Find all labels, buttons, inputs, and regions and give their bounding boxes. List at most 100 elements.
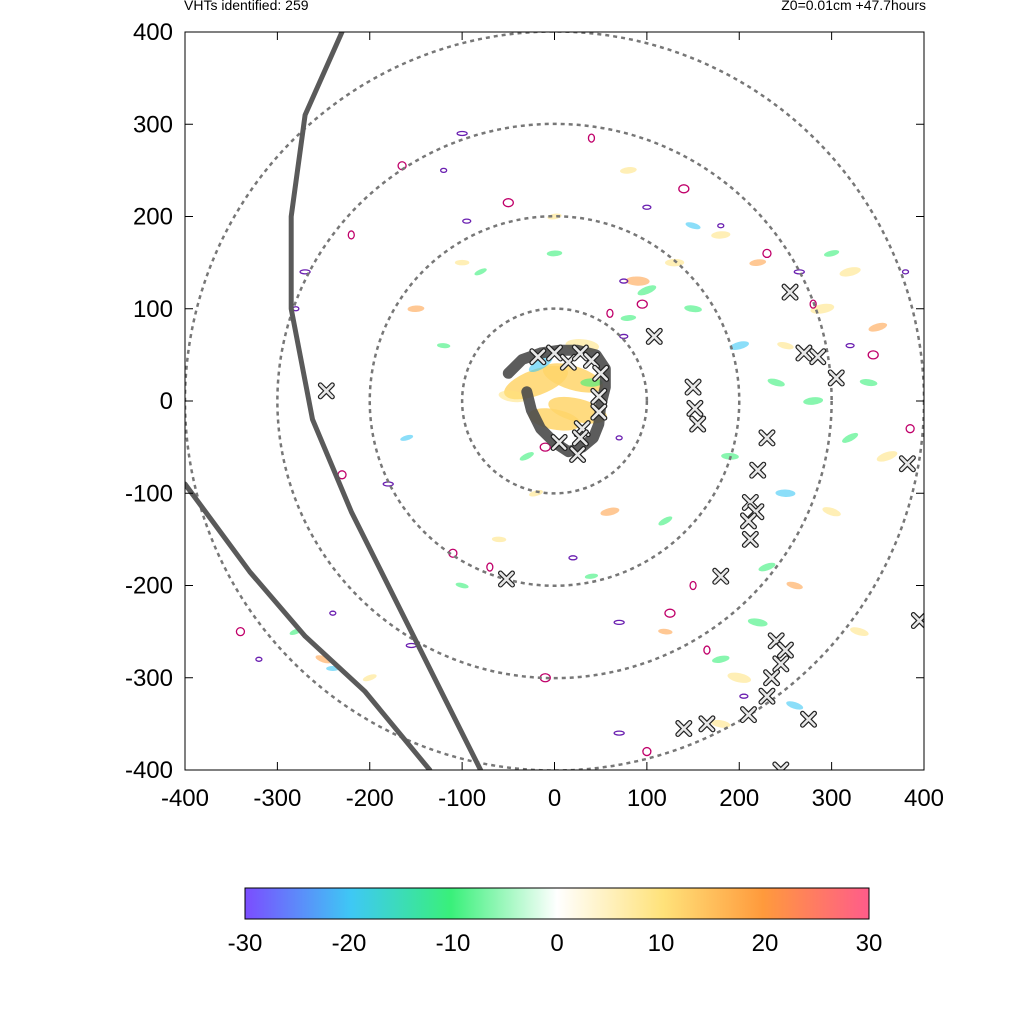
positive-patch <box>315 655 332 664</box>
vorticity-contour <box>793 269 805 275</box>
negative-patch <box>400 434 414 441</box>
vorticity-contour <box>462 218 472 224</box>
x-tick-label: 0 <box>548 785 561 812</box>
vorticity-contour <box>486 562 494 572</box>
x-axis: -400 -300 -200 -100 0 100 200 300 400 <box>161 32 944 812</box>
vorticity-field <box>289 167 898 728</box>
vorticity-contour <box>739 693 749 699</box>
colorbar-tick-label: 20 <box>752 930 779 957</box>
vorticity-contour <box>642 746 652 757</box>
negative-patch <box>474 268 487 276</box>
vorticity-contour <box>613 730 625 736</box>
positive-patch <box>620 167 637 174</box>
y-tick-label: 200 <box>133 204 173 231</box>
negative-patch <box>729 341 749 351</box>
vorticity-contour <box>615 435 623 441</box>
vht-marker <box>592 364 610 382</box>
x-tick-label: -300 <box>253 785 301 812</box>
vht-marker <box>910 612 924 630</box>
range-ring <box>276 122 833 680</box>
vht-marker <box>795 344 813 362</box>
vorticity-contour <box>606 308 614 319</box>
vorticity-contour <box>636 299 648 309</box>
colorbar-tick-label: -10 <box>436 930 471 957</box>
positive-patch <box>727 672 752 683</box>
negative-patch <box>455 582 469 589</box>
y-tick-label: -100 <box>125 480 173 507</box>
positive-patch <box>876 451 898 462</box>
vht-marker <box>529 348 547 366</box>
negative-patch <box>786 701 804 710</box>
x-tick-label: 100 <box>627 785 667 812</box>
vht-marker <box>776 641 794 659</box>
y-tick-label: 300 <box>133 111 173 138</box>
negative-patch <box>803 397 824 405</box>
vorticity-contour <box>867 350 879 360</box>
vht-marker <box>582 351 600 369</box>
vht-marker <box>712 567 730 585</box>
range-rings <box>185 32 924 770</box>
vht-marker <box>571 344 589 362</box>
vorticity-contour <box>613 619 625 626</box>
positive-patch <box>454 259 470 266</box>
negative-patch <box>747 618 768 627</box>
vorticity-contour <box>717 223 725 229</box>
x-tick-label: 200 <box>719 785 759 812</box>
vht-marker <box>758 429 776 447</box>
y-tick-label: 100 <box>133 296 173 323</box>
colorbar-tick-label: 10 <box>648 930 675 957</box>
vht-markers <box>317 283 924 770</box>
vorticity-contour <box>255 656 263 662</box>
y-axis: 400 300 200 100 0 -100 -200 -300 -400 <box>125 19 924 784</box>
vorticity-contours <box>235 130 915 757</box>
vht-marker <box>571 429 589 447</box>
y-tick-label: 400 <box>133 19 173 46</box>
y-tick-label: -400 <box>125 757 173 784</box>
positive-patch <box>777 341 794 350</box>
colorbar-tick-label: 30 <box>856 930 883 957</box>
positive-patch <box>822 507 841 517</box>
colorbar-tick-label: -30 <box>228 930 263 957</box>
vorticity-contour <box>905 424 915 434</box>
negative-patch <box>546 250 563 257</box>
storm-track <box>288 32 484 770</box>
vorticity-contour <box>299 269 311 275</box>
vorticity-contour <box>439 167 448 174</box>
positive-patch <box>850 627 869 637</box>
negative-patch <box>658 516 673 526</box>
vht-marker <box>800 710 818 728</box>
vht-marker <box>317 382 335 400</box>
negative-patch <box>684 305 702 313</box>
vorticity-contour <box>619 333 629 340</box>
vht-marker <box>590 403 608 421</box>
vorticity-contour <box>689 580 697 591</box>
vht-marker <box>550 434 568 452</box>
vht-marker <box>758 687 776 705</box>
vorticity-contour <box>678 184 690 194</box>
vorticity-contour <box>456 130 468 137</box>
negative-patch <box>767 378 785 387</box>
y-tick-label: -200 <box>125 573 173 600</box>
vht-marker <box>827 369 845 387</box>
vht-marker <box>675 719 693 737</box>
vorticity-contour <box>397 161 407 171</box>
vorticity-contour <box>568 555 578 561</box>
negative-patch <box>712 655 730 663</box>
positive-patch <box>362 674 377 682</box>
vht-marker <box>763 669 781 687</box>
x-tick-label: -200 <box>346 785 394 812</box>
y-tick-label: 0 <box>160 388 173 415</box>
negative-patch <box>685 222 701 230</box>
positive-patch <box>711 719 731 728</box>
positive-patch <box>625 276 650 286</box>
colorbar-tick-label: -20 <box>332 930 367 957</box>
vorticity-contour <box>901 269 910 275</box>
vht-marker <box>739 512 757 530</box>
vht-marker <box>686 399 704 417</box>
vht-marker <box>645 327 663 345</box>
negative-patch <box>584 573 599 579</box>
vht-marker <box>569 446 587 464</box>
vorticity-contour <box>329 610 337 616</box>
vht-marker <box>772 761 790 770</box>
